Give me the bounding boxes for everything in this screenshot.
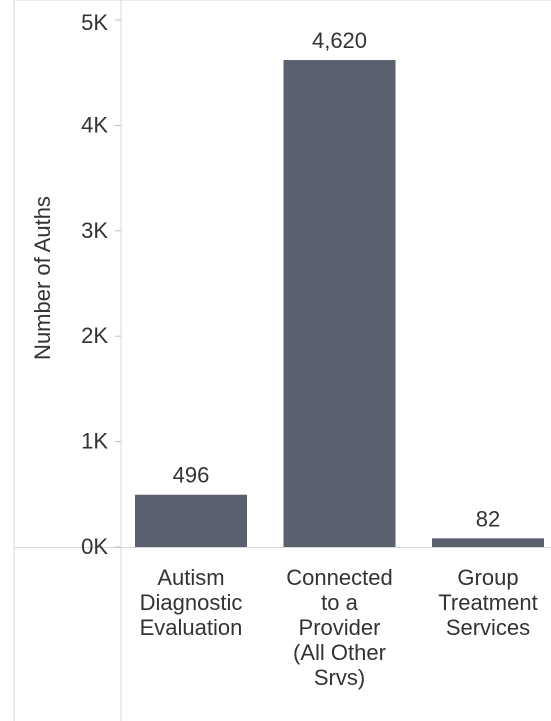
y-axis-label: Number of Auths bbox=[30, 196, 55, 360]
bar[interactable] bbox=[135, 494, 247, 547]
bar[interactable] bbox=[283, 60, 396, 547]
y-tick-label: 1K bbox=[81, 429, 108, 454]
y-axis: 0K 1K 2K 3K 4K 5K bbox=[81, 10, 121, 559]
y-tick-label: 4K bbox=[81, 112, 108, 137]
y-tick-label: 2K bbox=[81, 323, 108, 348]
bars: 496 4,620 82 bbox=[135, 28, 544, 547]
chart-frame bbox=[13, 0, 551, 721]
y-tick-label: 5K bbox=[81, 10, 108, 35]
bar-data-label: 496 bbox=[173, 463, 210, 488]
bar[interactable] bbox=[432, 538, 544, 547]
x-category-label: Autism Diagnostic Evaluation bbox=[140, 565, 243, 640]
x-category-label: Connected to a Provider (All Other Srvs) bbox=[286, 565, 392, 690]
x-category-label: Group Treatment Services bbox=[438, 565, 537, 640]
bar-data-label: 4,620 bbox=[312, 28, 367, 53]
y-tick-label: 0K bbox=[81, 534, 108, 559]
bar-data-label: 82 bbox=[476, 506, 500, 531]
y-tick-label: 3K bbox=[81, 218, 108, 243]
